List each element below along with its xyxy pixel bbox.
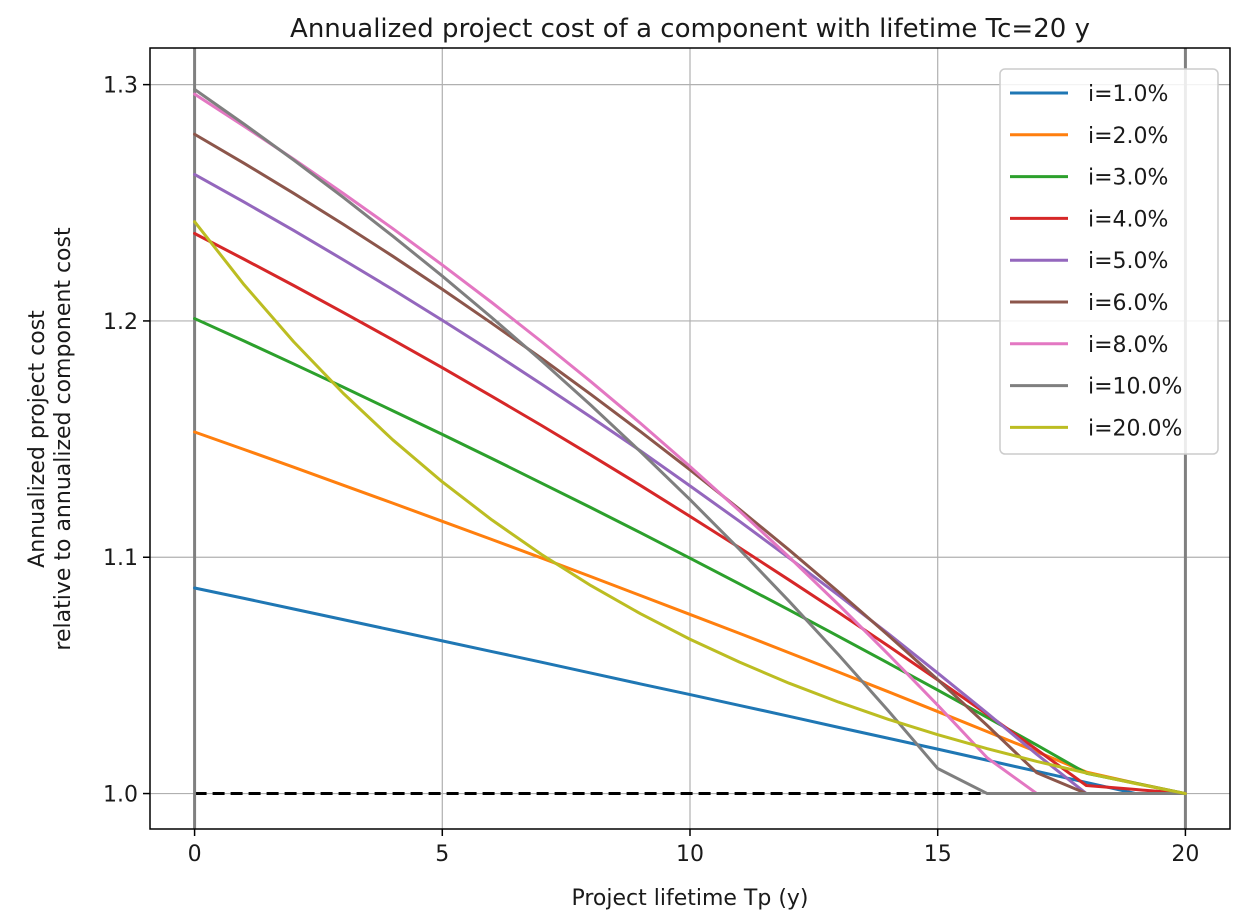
y-axis-label-line-2: relative to annualized component cost [51, 227, 76, 651]
x-tick-label-2: 10 [676, 842, 704, 867]
series-line-1 [193, 430, 1187, 796]
x-tick-label-1: 5 [435, 842, 449, 867]
series-line-3 [193, 232, 1187, 796]
y-tick-label-3: 1.3 [103, 74, 138, 99]
y-tick-label-0: 1.0 [103, 783, 138, 808]
y-axis-label-line-1: Annualized project cost [25, 310, 50, 568]
series-lines [193, 87, 1187, 796]
legend-label-6: i=8.0% [1088, 333, 1168, 358]
chart-title: Annualized project cost of a component w… [290, 14, 1090, 44]
series-line-8 [193, 220, 1187, 796]
legend-label-3: i=4.0% [1088, 207, 1168, 232]
y-tick-label-1: 1.1 [103, 546, 138, 571]
legend-label-4: i=5.0% [1088, 249, 1168, 274]
series-line-6 [193, 92, 1187, 796]
x-axis-ticks: 0 5 10 15 20 [188, 829, 1199, 867]
x-tick-label-4: 20 [1171, 842, 1199, 867]
legend: i=1.0% i=2.0% i=3.0% i=4.0% i=5.0% i=6.0% i=8.… [999, 68, 1219, 455]
series-line-0 [193, 586, 1187, 796]
series-line-7 [193, 87, 1187, 796]
legend-box [999, 68, 1219, 455]
x-tick-label-3: 15 [924, 842, 952, 867]
series-line-4 [193, 172, 1187, 796]
legend-label-0: i=1.0% [1088, 82, 1168, 107]
series-line-2 [193, 317, 1187, 796]
legend-label-1: i=2.0% [1088, 124, 1168, 149]
legend-label-5: i=6.0% [1088, 291, 1168, 316]
x-axis-label: Project lifetime Tp (y) [571, 886, 808, 911]
legend-label-2: i=3.0% [1088, 166, 1168, 191]
y-axis-ticks: 1.0 1.1 1.2 1.3 [103, 74, 150, 808]
legend-label-8: i=20.0% [1088, 416, 1182, 441]
x-tick-label-0: 0 [188, 842, 202, 867]
y-tick-label-2: 1.2 [103, 310, 138, 335]
legend-label-7: i=10.0% [1088, 375, 1182, 400]
